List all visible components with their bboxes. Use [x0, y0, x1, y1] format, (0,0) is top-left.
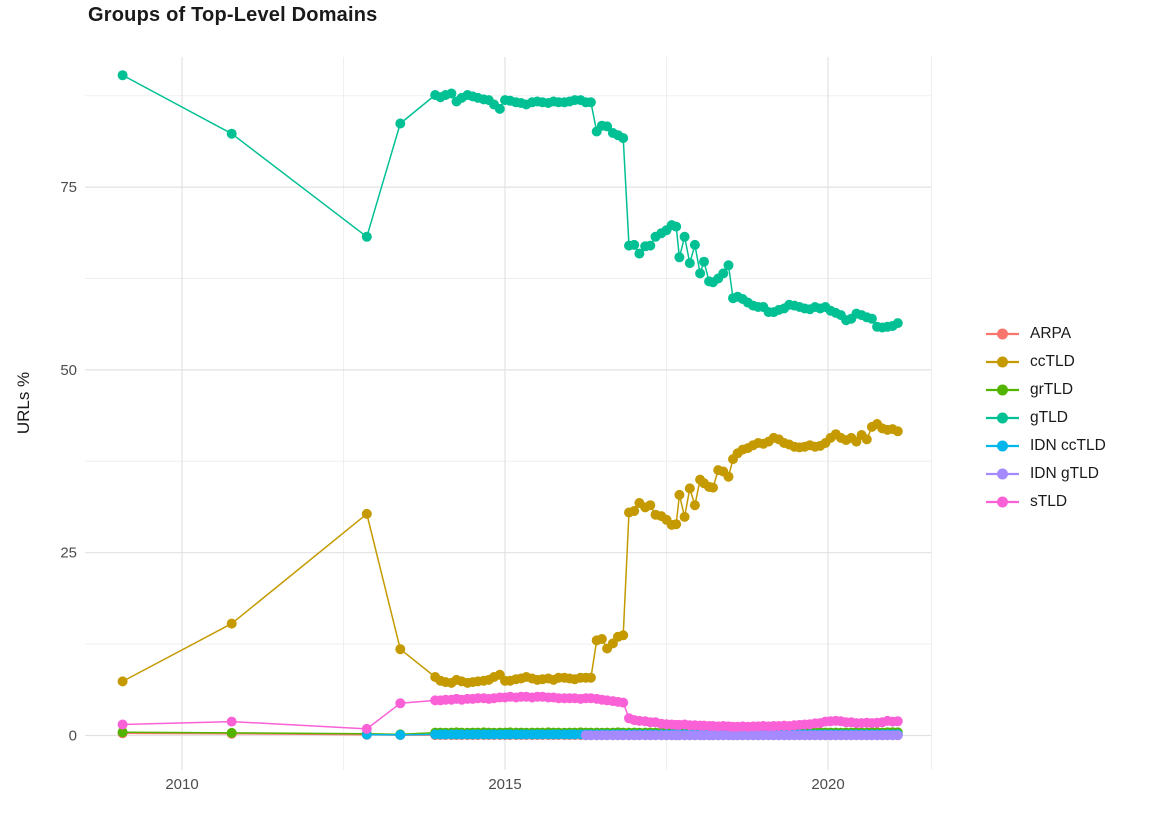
point-gTLD [684, 258, 695, 269]
legend-key-icon [986, 412, 1019, 424]
legend-item-ccTLD: ccTLD [986, 348, 1106, 376]
point-ccTLD [679, 511, 690, 522]
legend-key-dot [997, 496, 1008, 508]
point-ccTLD [684, 483, 695, 494]
legend-item-ARPA: ARPA [986, 320, 1106, 348]
y-tick-label: 0 [69, 728, 77, 745]
x-tick-label: 2010 [165, 776, 198, 793]
point-ccTLD [689, 500, 700, 511]
legend-key-dot [997, 440, 1008, 452]
point-gTLD [892, 318, 903, 329]
point-sTLD [117, 719, 128, 730]
legend-item-sTLD: sTLD [986, 488, 1106, 516]
legend-label: ARPA [1030, 325, 1072, 342]
legend-key-dot [997, 384, 1008, 396]
series-IDN-gTLD [580, 730, 903, 741]
legend-key-dot [997, 412, 1008, 424]
legend-label: sTLD [1030, 493, 1068, 510]
point-gTLD [718, 268, 729, 279]
legend-key-icon [986, 328, 1019, 340]
point-ccTLD [226, 618, 237, 629]
point-gTLD [395, 118, 406, 129]
point-gTLD [645, 240, 656, 251]
legend-label: gTLD [1030, 409, 1068, 426]
x-tick-label: 2020 [811, 776, 844, 793]
x-tick-label: 2015 [488, 776, 521, 793]
point-ccTLD [674, 489, 685, 500]
point-gTLD [629, 239, 640, 250]
point-ccTLD [117, 676, 128, 687]
point-ccTLD [618, 630, 629, 641]
legend-key-icon [986, 496, 1019, 508]
series-line-gTLD [121, 74, 899, 329]
point-gTLD [602, 121, 613, 132]
point-gTLD [671, 221, 682, 232]
legend-key-icon [986, 440, 1019, 452]
point-sTLD [226, 716, 237, 727]
legend-label: grTLD [1030, 381, 1074, 398]
point-ccTLD [596, 634, 607, 644]
y-tick-label: 75 [60, 179, 77, 196]
point-sTLD [395, 698, 406, 709]
point-gTLD [226, 128, 237, 139]
point-sTLD [892, 716, 903, 727]
point-ccTLD [629, 506, 640, 516]
series-ccTLD [117, 419, 903, 688]
point-gTLD [446, 88, 457, 99]
legend-item-IDN-ccTLD: IDN ccTLD [986, 432, 1106, 460]
legend-key-icon [986, 468, 1019, 480]
point-grTLD [117, 727, 128, 738]
legend: ARPA ccTLD grTLD gTLD IDN ccTLD IDN gTLD sTLD [986, 320, 1106, 516]
point-gTLD [674, 252, 685, 263]
legend-label: IDN ccTLD [1030, 437, 1106, 454]
point-gTLD [494, 103, 505, 114]
point-gTLD [699, 256, 709, 267]
point-ccTLD [395, 644, 406, 655]
point-grTLD [226, 727, 237, 738]
point-sTLD [361, 723, 372, 734]
legend-label: IDN gTLD [1030, 465, 1099, 482]
legend-key-dot [997, 356, 1008, 368]
legend-key-icon [986, 356, 1019, 368]
point-sTLD [618, 697, 629, 708]
series-sTLD [117, 691, 903, 734]
point-gTLD [723, 260, 734, 271]
legend-item-IDN-gTLD: IDN gTLD [986, 460, 1106, 488]
point-gTLD [117, 70, 128, 81]
gridlines-minor [85, 56, 932, 770]
axis-tick-labels: 0 25 50 75 2010 2015 2020 [60, 179, 844, 793]
point-ccTLD [585, 672, 596, 683]
point-gTLD [679, 231, 690, 242]
chart-title: Groups of Top-Level Domains [88, 4, 378, 26]
legend-key-dot [997, 328, 1008, 340]
point-gTLD [585, 97, 596, 108]
point-ccTLD [671, 519, 682, 530]
point-ccTLD [861, 434, 872, 445]
point-ccTLD [645, 500, 656, 511]
y-tick-label: 50 [60, 362, 77, 379]
y-tick-label: 25 [60, 545, 77, 562]
point-IDN-gTLD [892, 730, 903, 741]
legend-label: ccTLD [1030, 353, 1075, 370]
point-ccTLD [723, 471, 734, 482]
point-gTLD [695, 268, 706, 279]
point-gTLD [634, 248, 645, 259]
point-gTLD [361, 231, 372, 242]
point-ccTLD [892, 426, 903, 437]
gridlines-major [85, 56, 932, 770]
point-gTLD [618, 133, 629, 144]
point-IDN-ccTLD [395, 729, 406, 740]
legend-item-grTLD: grTLD [986, 376, 1106, 404]
point-ccTLD [708, 482, 718, 493]
point-ccTLD [361, 508, 372, 519]
legend-key-dot [997, 468, 1008, 480]
point-gTLD [689, 239, 700, 250]
legend-item-gTLD: gTLD [986, 404, 1106, 432]
series-gTLD [117, 70, 903, 333]
point-gTLD [866, 313, 877, 324]
legend-key-icon [986, 384, 1019, 396]
